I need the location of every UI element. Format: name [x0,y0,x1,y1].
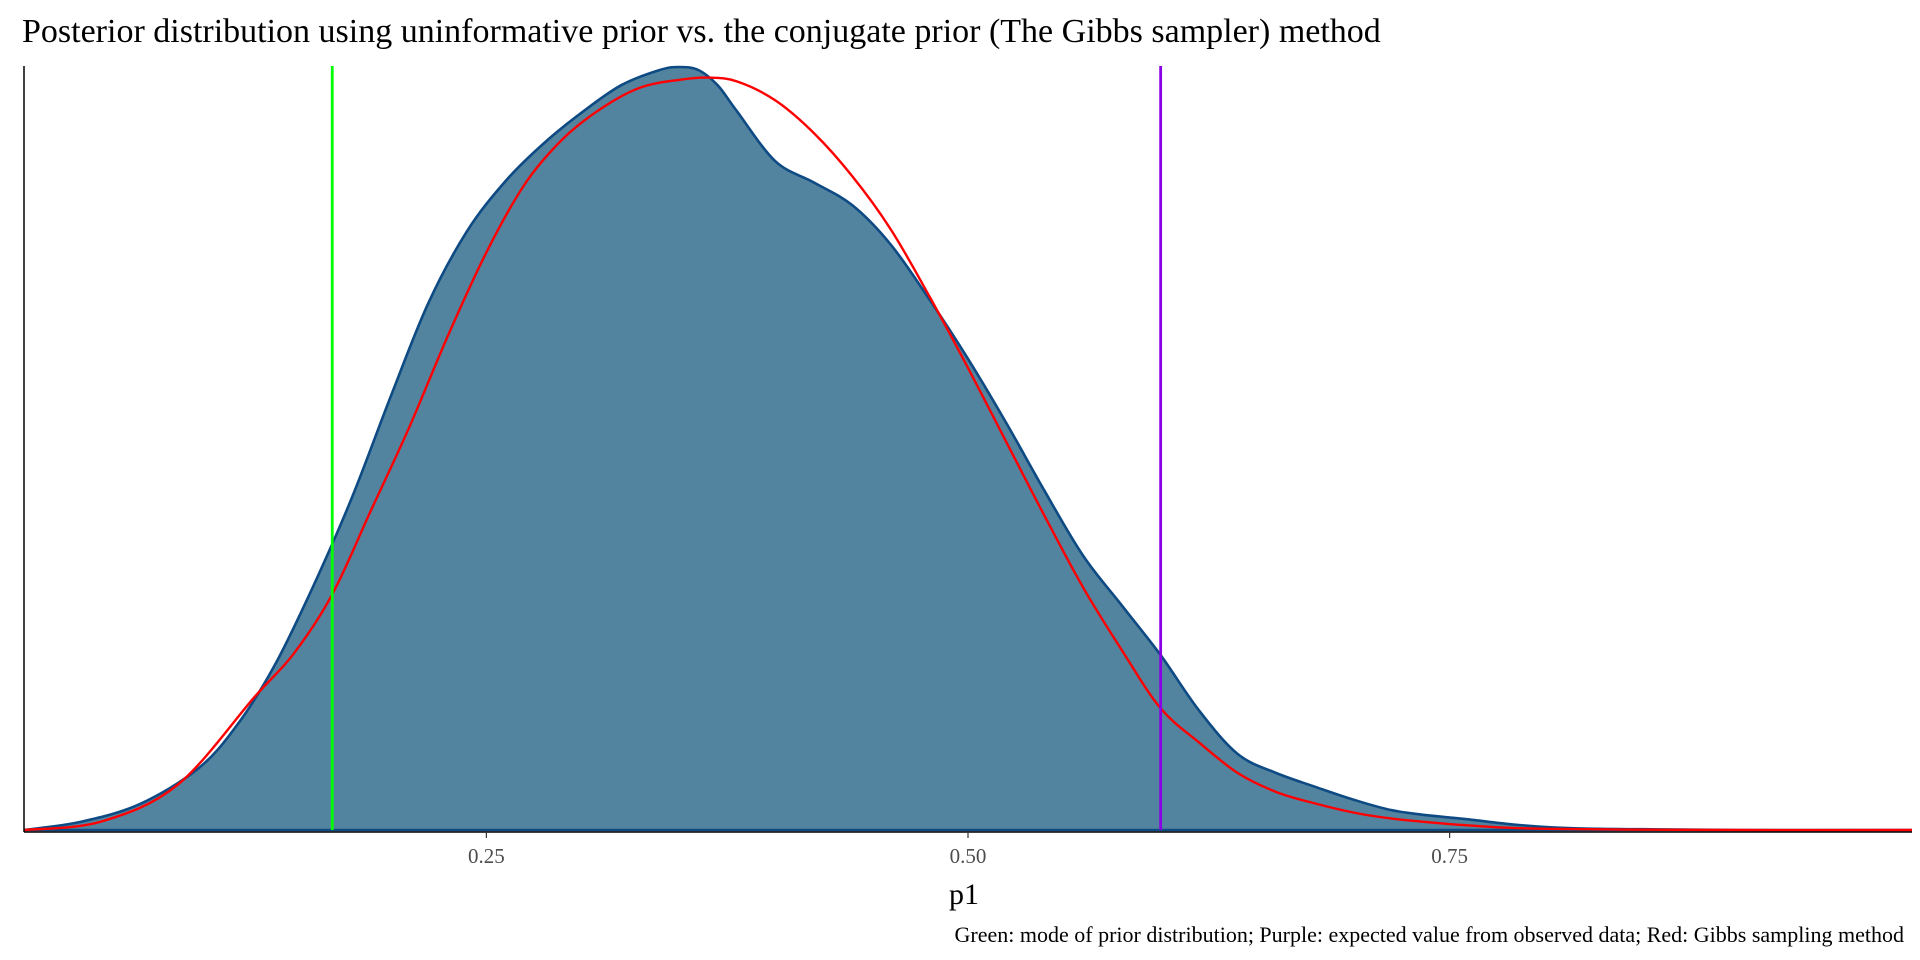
chart-caption: Green: mode of prior distribution; Purpl… [955,922,1904,947]
x-tick-label: 0.75 [1431,844,1468,868]
x-tick-label: 0.25 [468,844,505,868]
x-tick-label: 0.50 [950,844,987,868]
posterior-density-area [23,65,1913,832]
gibbs-sampler-curve [23,76,1913,832]
plot-area: 0.25 0.50 0.75 [23,65,1913,868]
x-axis-ticks: 0.25 0.50 0.75 [468,832,1468,868]
x-axis-title: p1 [949,878,979,911]
chart-title: Posterior distribution using uninformati… [22,13,1381,50]
